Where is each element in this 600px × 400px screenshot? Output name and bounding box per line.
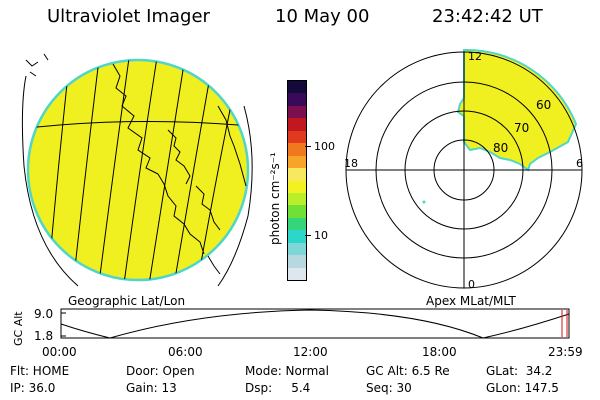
colorbar-segment	[288, 217, 306, 231]
colorbar-segment	[288, 93, 306, 106]
colorbar-segment	[288, 81, 306, 94]
colorbar-segment	[288, 105, 306, 119]
colorbar-segment	[288, 242, 306, 256]
apex-polar-view: 12 0 18 6 60 70 80	[344, 48, 583, 291]
status-filter: Flt: HOME	[10, 364, 70, 378]
altitude-curve	[60, 309, 570, 339]
timeline-xtick-1: 06:00	[168, 345, 203, 359]
colorbar-segment	[288, 192, 306, 206]
colorbar-segment	[288, 118, 306, 131]
geographic-label: Geographic Lat/Lon	[68, 294, 186, 308]
colorbar-label-100: 100	[314, 140, 335, 153]
image-fill	[26, 58, 250, 282]
status-door: Door: Open	[126, 364, 195, 378]
image-coverage	[456, 48, 578, 172]
mlt-label-0: 0	[468, 278, 475, 291]
timeline-xtick-0: 00:00	[42, 345, 77, 359]
mlt-label-18: 18	[344, 157, 358, 170]
status-gain: Gain: 13	[126, 381, 177, 395]
status-glat: GLat: 34.2	[486, 364, 553, 378]
status-ip: IP: 36.0	[10, 381, 56, 395]
colorbar-segment	[288, 205, 306, 218]
imager-title: Ultraviolet Imager	[47, 6, 210, 27]
orbit-altitude-timeline: 9.0 1.8 GC Alt	[12, 307, 570, 346]
colorbar-segment	[288, 230, 306, 243]
status-gc-alt: GC Alt: 6.5 Re	[366, 364, 450, 378]
limb-outline-right	[217, 105, 253, 287]
colorbar-unit-label: photon cm⁻²s⁻¹	[268, 152, 282, 245]
colorbar	[287, 80, 307, 281]
timeline-frame	[60, 308, 570, 339]
colorbar-segment	[288, 130, 306, 144]
limb-outline	[21, 75, 79, 287]
speck	[422, 200, 426, 204]
status-mode: Mode: Normal	[245, 364, 329, 378]
timeline-ylabel: GC Alt	[12, 311, 25, 346]
timeline-xtick-3: 18:00	[422, 345, 457, 359]
image-date: 10 May 00	[275, 6, 370, 27]
status-seq: Seq: 30	[366, 381, 412, 395]
image-time: 23:42:42 UT	[432, 6, 543, 27]
mlt-label-6: 6	[576, 157, 583, 170]
mlat-label-80: 80	[493, 141, 508, 155]
timeline-ytick-top: 9.0	[34, 307, 53, 321]
status-glon: GLon: 147.5	[486, 381, 559, 395]
mlat-label-60: 60	[536, 98, 551, 112]
geographic-globe-view	[21, 53, 253, 287]
colorbar-segment	[288, 180, 306, 193]
timeline-xtick-4: 23:59	[548, 345, 583, 359]
status-dsp: Dsp: 5.4	[245, 381, 311, 395]
colorbar-segment	[288, 255, 306, 268]
colorbar-segment	[288, 155, 306, 169]
coastline	[25, 53, 247, 275]
colorbar-segment	[288, 267, 306, 280]
colorbar-tick-100	[305, 146, 311, 147]
colorbar-tick-10	[305, 235, 311, 236]
timeline-xtick-2: 12:00	[293, 345, 328, 359]
mlat-label-70: 70	[514, 121, 529, 135]
timeline-ytick-bottom: 1.8	[34, 329, 53, 343]
colorbar-label-10: 10	[314, 229, 328, 242]
mlt-label-12: 12	[468, 50, 482, 63]
colorbar-segment	[288, 168, 306, 181]
polar-grid	[345, 51, 583, 289]
colorbar-segment	[288, 143, 306, 156]
apex-label: Apex MLat/MLT	[426, 294, 516, 308]
